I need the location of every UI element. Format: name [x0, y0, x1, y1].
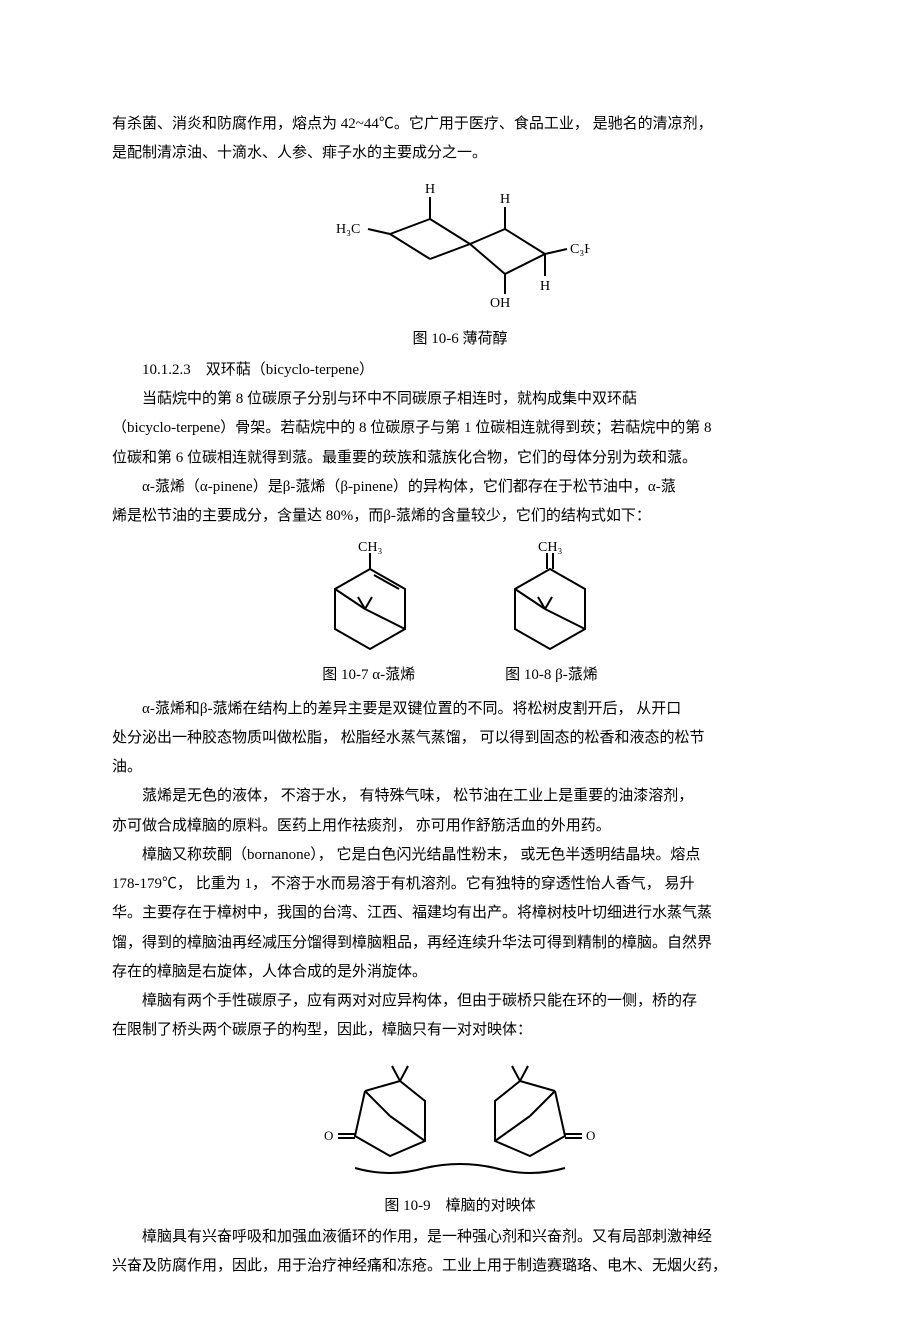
text: 烯是松节油的主要成分，含量达 80%，而β-蒎烯的含量较少，它们的结构式如下： — [112, 508, 651, 524]
paragraph-pinene-props-cont: 亦可做合成樟脑的原料。医药上用作祛痰剂， 亦可用作舒筋活血的外用药。 — [112, 812, 808, 841]
label-CH3: CH₃ — [358, 540, 382, 555]
label-OH: OH — [490, 296, 510, 311]
menthol-structure: H H₃C H OH H C₃H₇ — [330, 179, 590, 319]
text: 有杀菌、消炎和防腐作用，熔点为 42~44℃。它广用于医疗、食品工业， 是驰名的… — [112, 116, 713, 132]
paragraph-pinene-cont: 烯是松节油的主要成分，含量达 80%，而β-蒎烯的含量较少，它们的结构式如下： — [112, 502, 808, 531]
paragraph-pinene-diff-cont: 处分泌出一种胶态物质叫做松脂， 松脂经水蒸气蒸馏， 可以得到固态的松香和液态的松… — [112, 724, 808, 783]
figure-10-9-caption: 图 10-9 樟脑的对映体 — [112, 1192, 808, 1221]
text: α-蒎烯和β-蒎烯在结构上的差异主要是双键位置的不同。将松树皮割开后， 从开口 — [142, 701, 681, 717]
label-CH3: CH₃ — [538, 540, 562, 555]
text: 位碳和第 6 位碳相连就得到蒎。最重要的莰族和蒎族化合物，它们的母体分别为莰和蒎… — [112, 450, 697, 466]
alpha-pinene-structure: CH₃ — [310, 539, 430, 659]
text: 是配制清凉油、十滴水、人参、痱子水的主要成分之一。 — [112, 145, 487, 161]
figure-10-9: O O — [112, 1056, 808, 1186]
text: 油。 — [112, 759, 142, 775]
text: 存在的樟脑是右旋体，人体合成的是外消旋体。 — [112, 964, 427, 980]
beta-pinene-structure: CH₃ — [490, 539, 610, 659]
text: 处分泌出一种胶态物质叫做松脂， 松脂经水蒸气蒸馏， 可以得到固态的松香和液态的松… — [112, 730, 705, 746]
label-O: O — [586, 1128, 595, 1143]
section-heading-10-1-2-3: 10.1.2.3 双环萜（bicyclo-terpene） — [112, 356, 808, 385]
paragraph-pinene-diff: α-蒎烯和β-蒎烯在结构上的差异主要是双键位置的不同。将松树皮割开后， 从开口 — [112, 695, 808, 724]
text: 樟脑具有兴奋呼吸和加强血液循环的作用，是一种强心剂和兴奋剂。又有局部刺激神经 — [142, 1229, 712, 1245]
text: 樟脑有两个手性碳原子，应有两对对应异构体，但由于碳桥只能在环的一侧，桥的存 — [142, 993, 697, 1009]
figure-10-6-caption: 图 10-6 薄荷醇 — [112, 325, 808, 354]
page-body: 有杀菌、消炎和防腐作用，熔点为 42~44℃。它广用于医疗、食品工业， 是驰名的… — [0, 0, 920, 1321]
text: 樟脑又称莰酮（bornanone）， 它是白色闪光结晶性粉末， 或无色半透明结晶… — [142, 847, 700, 863]
figure-10-6: H H₃C H OH H C₃H₇ — [112, 179, 808, 319]
text: 在限制了桥头两个碳原子的构型，因此，樟脑只有一对对映体： — [112, 1022, 532, 1038]
text: 蒎烯是无色的液体， 不溶于水， 有特殊气味， 松节油在工业上是重要的油漆溶剂， — [142, 788, 693, 804]
paragraph-camphor-cont: 178-179℃， 比重为 1， 不溶于水而易溶于有机溶剂。它有独特的穿透性怡人… — [112, 870, 808, 987]
paragraph-bicyclo-intro: 当萜烷中的第 8 位碳原子分别与环中不同碳原子相连时，就构成集中双环萜 — [112, 385, 808, 414]
paragraph-camphor: 樟脑又称莰酮（bornanone）， 它是白色闪光结晶性粉末， 或无色半透明结晶… — [112, 841, 808, 870]
figure-10-8-caption: 图 10-8 β-蒎烯 — [505, 661, 598, 690]
paragraph-pinene: α-蒎烯（α-pinene）是β-蒎烯（β-pinene）的异构体，它们都存在于… — [112, 473, 808, 502]
paragraph-intro: 有杀菌、消炎和防腐作用，熔点为 42~44℃。它广用于医疗、食品工业， 是驰名的… — [112, 110, 808, 169]
camphor-enantiomers: O O — [310, 1056, 610, 1186]
text: （bicyclo-terpene）骨架。若萜烷中的 8 位碳原子与第 1 位碳相… — [112, 420, 712, 436]
figure-row-pinene: CH₃ CH₃ — [112, 539, 808, 659]
label-O: O — [324, 1128, 333, 1143]
label-H: H — [540, 279, 550, 294]
text: 178-179℃， 比重为 1， 不溶于水而易溶于有机溶剂。它有独特的穿透性怡人… — [112, 876, 695, 892]
paragraph-bicyclo-cont: （bicyclo-terpene）骨架。若萜烷中的 8 位碳原子与第 1 位碳相… — [112, 414, 808, 473]
text: 当萜烷中的第 8 位碳原子分别与环中不同碳原子相连时，就构成集中双环萜 — [142, 391, 637, 407]
figure-10-7-caption: 图 10-7 α-蒎烯 — [322, 661, 415, 690]
label-H3C: H₃C — [336, 222, 360, 237]
text: 华。主要存在于樟树中，我国的台湾、江西、福建均有出产。将樟树枝叶切细进行水蒸气蒸 — [112, 905, 712, 921]
label-H: H — [500, 192, 510, 207]
text: 兴奋及防腐作用，因此，用于治疗神经痛和冻疮。工业上用于制造赛璐珞、电木、无烟火药… — [112, 1258, 727, 1274]
label-C3H7: C₃H₇ — [570, 242, 590, 257]
text: 亦可做合成樟脑的原料。医药上用作祛痰剂， 亦可用作舒筋活血的外用药。 — [112, 818, 611, 834]
paragraph-pinene-props: 蒎烯是无色的液体， 不溶于水， 有特殊气味， 松节油在工业上是重要的油漆溶剂， — [112, 782, 808, 811]
text: 馏，得到的樟脑油再经减压分馏得到樟脑粗品，再经连续升华法可得到精制的樟脑。自然界 — [112, 935, 712, 951]
label-H: H — [425, 182, 435, 197]
paragraph-camphor-chirality: 樟脑有两个手性碳原子，应有两对对应异构体，但由于碳桥只能在环的一侧，桥的存 — [112, 987, 808, 1016]
text: α-蒎烯（α-pinene）是β-蒎烯（β-pinene）的异构体，它们都存在于… — [142, 479, 676, 495]
figure-pinene-captions: 图 10-7 α-蒎烯 图 10-8 β-蒎烯 — [112, 661, 808, 690]
paragraph-camphor-uses: 樟脑具有兴奋呼吸和加强血液循环的作用，是一种强心剂和兴奋剂。又有局部刺激神经 — [112, 1223, 808, 1252]
paragraph-camphor-uses-cont: 兴奋及防腐作用，因此，用于治疗神经痛和冻疮。工业上用于制造赛璐珞、电木、无烟火药… — [112, 1252, 808, 1281]
paragraph-camphor-chirality-cont: 在限制了桥头两个碳原子的构型，因此，樟脑只有一对对映体： — [112, 1016, 808, 1045]
